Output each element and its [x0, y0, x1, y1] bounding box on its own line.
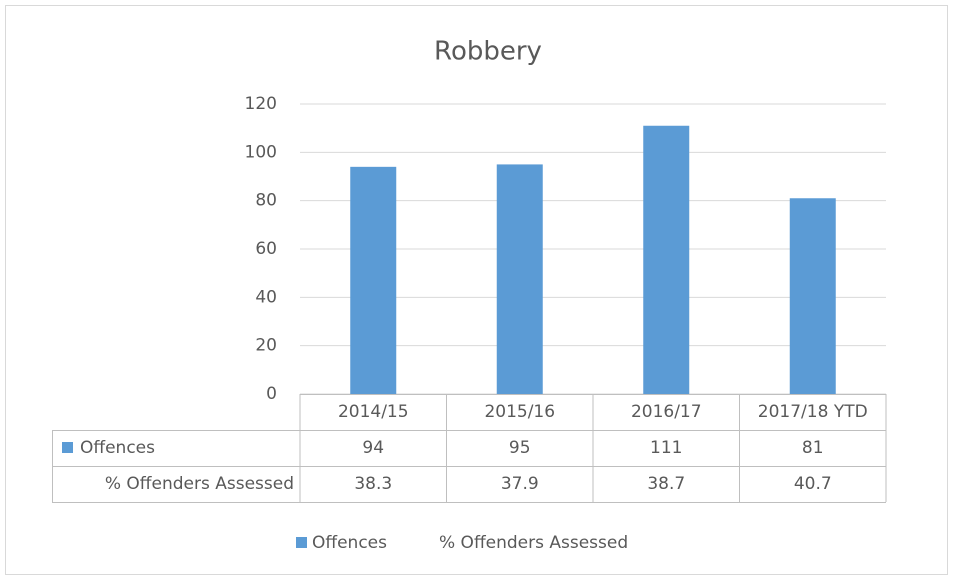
table-cell: 95: [509, 438, 531, 458]
x-tick-label: 2017/18 YTD: [758, 402, 868, 422]
x-tick-label: 2015/16: [484, 402, 555, 422]
table-cell: 38.3: [354, 474, 392, 494]
legend-label: % Offenders Assessed: [439, 533, 628, 553]
table-row-label: Offences: [80, 438, 155, 458]
table-cell: 37.9: [501, 474, 539, 494]
table-cell: 111: [650, 438, 682, 458]
table-legend-marker: [62, 442, 73, 453]
x-tick-label: 2016/17: [631, 402, 702, 422]
bar: [350, 166, 397, 394]
legend-marker: [296, 537, 307, 548]
y-tick-label: 80: [255, 191, 277, 211]
chart-title: Robbery: [434, 37, 542, 67]
y-tick-label: 20: [255, 336, 277, 356]
table-cell: 81: [802, 438, 824, 458]
bar: [496, 164, 543, 394]
y-tick-label: 40: [255, 287, 277, 307]
x-tick-label: 2014/15: [338, 402, 409, 422]
legend-label: Offences: [312, 533, 387, 553]
table-row-label: % Offenders Assessed: [105, 474, 294, 494]
table-cell: 40.7: [794, 474, 832, 494]
y-tick-label: 120: [245, 94, 277, 114]
table-cell: 38.7: [647, 474, 685, 494]
bar: [789, 198, 836, 394]
y-tick-label: 100: [245, 142, 277, 162]
bar: [643, 125, 690, 394]
y-tick-label: 60: [255, 239, 277, 259]
y-tick-label: 0: [266, 384, 277, 404]
table-cell: 94: [362, 438, 384, 458]
